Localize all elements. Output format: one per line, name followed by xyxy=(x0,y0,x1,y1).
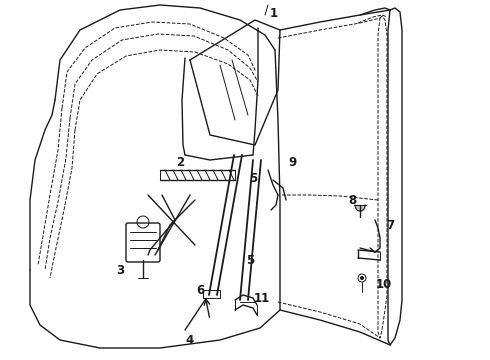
Text: 1: 1 xyxy=(270,6,278,19)
Text: 5: 5 xyxy=(246,253,254,266)
Text: 8: 8 xyxy=(348,194,356,207)
Text: 7: 7 xyxy=(386,219,394,231)
Text: 4: 4 xyxy=(186,333,194,346)
Text: 5: 5 xyxy=(249,171,257,185)
Text: 3: 3 xyxy=(116,264,124,276)
Text: 2: 2 xyxy=(176,156,184,168)
Text: 10: 10 xyxy=(376,279,392,292)
Text: 9: 9 xyxy=(288,156,296,168)
Circle shape xyxy=(361,276,364,279)
Text: 6: 6 xyxy=(196,284,204,297)
Text: 11: 11 xyxy=(254,292,270,305)
